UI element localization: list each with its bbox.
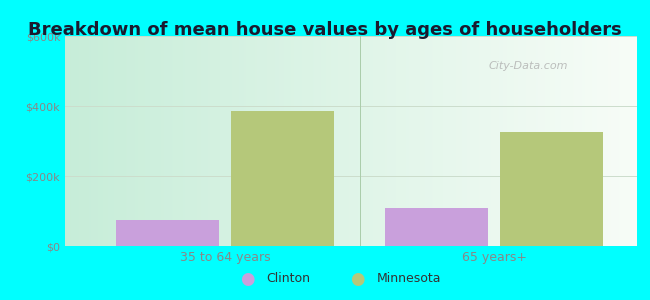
Text: Minnesota: Minnesota [377,272,441,286]
Bar [500,132,603,246]
Bar [231,111,334,246]
Text: ●: ● [240,270,254,288]
Bar [116,220,220,246]
Text: Breakdown of mean house values by ages of householders: Breakdown of mean house values by ages o… [28,21,622,39]
Text: ●: ● [350,270,365,288]
Bar [385,208,488,246]
Text: City-Data.com: City-Data.com [489,61,568,71]
Text: Clinton: Clinton [266,272,311,286]
